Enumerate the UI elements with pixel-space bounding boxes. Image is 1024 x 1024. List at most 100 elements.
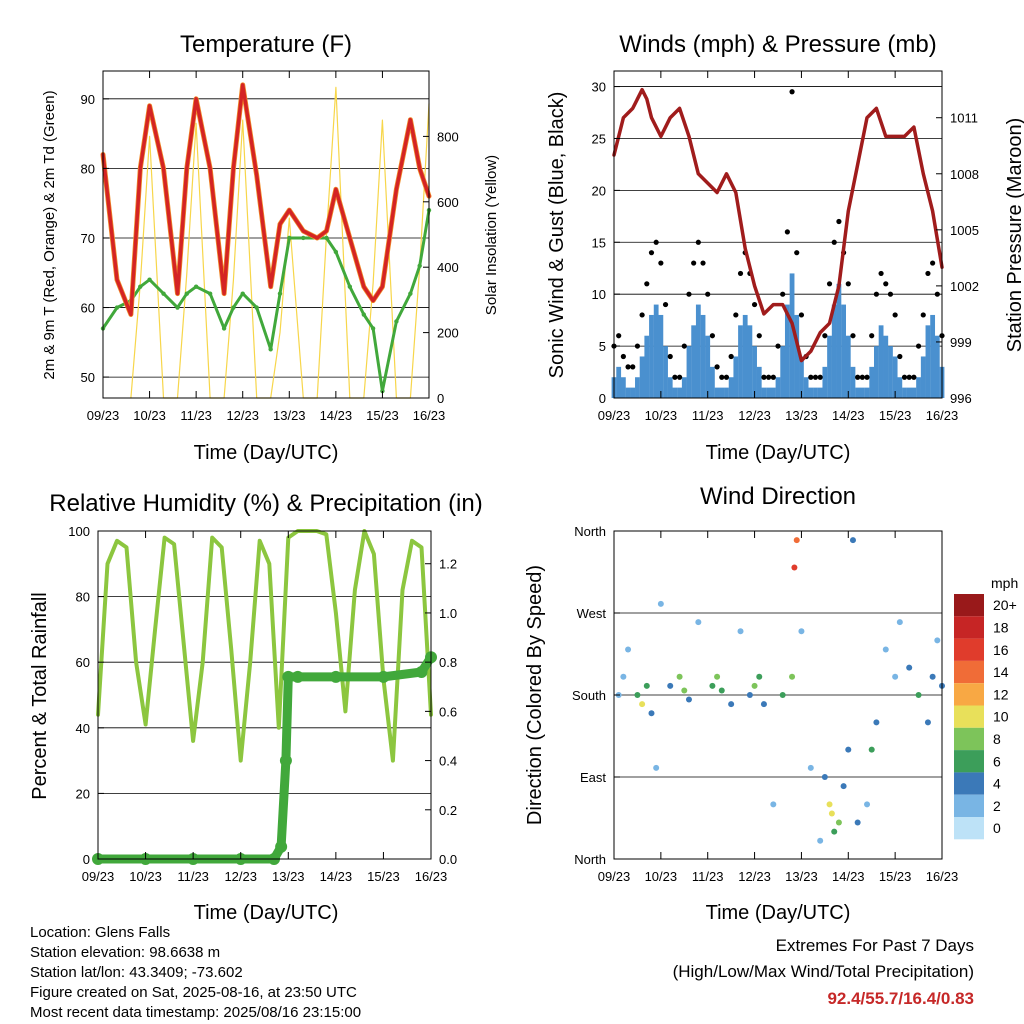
legend-swatch <box>954 817 984 840</box>
wind-bar <box>808 387 814 398</box>
direction-point <box>906 664 913 671</box>
wind-bar <box>836 283 842 398</box>
wind-bar <box>770 387 776 398</box>
gust-point <box>925 270 931 277</box>
temp2m-line <box>101 83 431 317</box>
rh-xtick-label: 13/23 <box>272 869 305 884</box>
wind-bar <box>747 325 753 398</box>
rh-y2tick-label: 0.6 <box>439 704 457 719</box>
wind-bar <box>888 346 893 398</box>
wind-bar <box>892 356 898 398</box>
dir-xtick-label: 10/23 <box>645 869 678 884</box>
direction-point <box>849 537 856 544</box>
gust-point <box>737 270 744 277</box>
direction-point <box>718 687 725 694</box>
gust-point <box>709 333 716 339</box>
dewpoint-point <box>193 284 199 289</box>
humidity-panel: 0 20 40 60 80 100 0.0 0.2 0.4 0.6 0.8 1.0 1.2 09/23 10… <box>29 490 483 924</box>
gust-point <box>794 250 800 256</box>
direction-point <box>648 710 655 717</box>
direction-point <box>807 764 814 771</box>
winds-y2tick-label: 1005 <box>950 223 979 238</box>
temp-y2tick-label: 800 <box>437 129 459 144</box>
extremes-heading: Extremes For Past 7 Days <box>775 936 974 955</box>
direction-point <box>791 564 798 571</box>
wind-bar <box>686 346 692 398</box>
gust-point <box>869 333 875 339</box>
wind-bar <box>620 377 626 398</box>
wind-bar <box>681 377 687 398</box>
winds-xtick-label: 16/23 <box>926 408 959 423</box>
gust-point <box>733 312 739 318</box>
dewpoint-point <box>175 305 180 310</box>
wind-bar <box>845 335 851 398</box>
rh-xtick-label: 12/23 <box>224 869 257 884</box>
winds-ytick-label: 0 <box>599 391 606 406</box>
gust-point <box>714 364 720 370</box>
wind-bar <box>841 304 846 398</box>
direction-point <box>751 682 758 689</box>
wind-bar <box>672 387 678 398</box>
temperature-xlabel: Time (Day/UTC) <box>194 442 339 464</box>
gust-point <box>855 374 861 380</box>
wind-bar <box>644 335 650 398</box>
direction-point <box>892 673 899 680</box>
gust-point <box>784 229 790 235</box>
winds-xtick-label: 14/23 <box>832 408 865 423</box>
wind-bar <box>916 377 921 398</box>
direction-point <box>924 719 931 726</box>
wind-bar <box>831 304 837 398</box>
rh-y2tick-label: 0.4 <box>439 754 457 769</box>
legend-swatch <box>954 638 984 661</box>
gust-point <box>836 218 842 225</box>
direction-point <box>709 682 716 689</box>
dir-ytick-label: South <box>572 688 606 703</box>
gust-point <box>911 374 917 380</box>
gust-point <box>751 301 758 308</box>
wind-bar <box>878 325 884 398</box>
dir-ytick-label: West <box>577 606 607 621</box>
wind-bar <box>630 387 636 398</box>
legend-label: 20+ <box>993 597 1017 613</box>
gust-point <box>634 343 641 349</box>
dewpoint-point <box>114 305 120 310</box>
gust-point <box>766 374 772 380</box>
winds-ytick-label: 25 <box>592 131 606 146</box>
rh-xtick-label: 09/23 <box>82 869 115 884</box>
gust-point <box>878 270 884 277</box>
temperature-panel: 50 60 70 80 90 0 200 400 600 800 09/23 10/23 11/23 12… <box>41 31 500 464</box>
humidity-xlabel: Time (Day/UTC) <box>194 902 339 924</box>
dir-xtick-label: 11/23 <box>692 869 724 884</box>
rh-ytick-label: 60 <box>76 655 90 670</box>
temp-ytick-label: 80 <box>81 161 95 176</box>
gust-point <box>901 374 908 380</box>
dewpoint-point <box>221 326 227 331</box>
dewpoint-point <box>301 235 306 241</box>
legend-label: 6 <box>993 753 1001 769</box>
direction-point <box>639 701 646 708</box>
winds-ylabel: Sonic Wind & Gust (Blue, Black) <box>546 92 568 379</box>
rh-xtick-label: 16/23 <box>415 869 448 884</box>
wind-bar <box>766 387 772 398</box>
direction-point <box>667 682 674 689</box>
gust-point <box>616 333 622 339</box>
winds-xtick-label: 11/23 <box>692 408 724 423</box>
dewpoint-point <box>240 291 245 296</box>
precip-point <box>279 754 292 767</box>
gust-point <box>695 239 701 245</box>
humidity-ylabel: Percent & Total Rainfall <box>29 592 51 800</box>
winds-ytick-label: 20 <box>592 183 606 198</box>
rh-xtick-label: 10/23 <box>129 869 162 884</box>
dir-xtick-label: 09/23 <box>598 869 631 884</box>
dir-ytick-label: North <box>574 524 606 539</box>
precip-point <box>282 670 295 683</box>
winds-xtick-label: 13/23 <box>785 408 818 423</box>
gust-point <box>826 281 833 287</box>
dir-xtick-label: 14/23 <box>832 869 865 884</box>
gust-point <box>648 250 655 256</box>
gust-point <box>756 333 762 339</box>
direction-point <box>789 673 796 680</box>
wind-bar <box>799 356 804 398</box>
extremes-subheading: (High/Low/Max Wind/Total Precipitation) <box>672 962 974 981</box>
direction-point <box>714 673 721 680</box>
